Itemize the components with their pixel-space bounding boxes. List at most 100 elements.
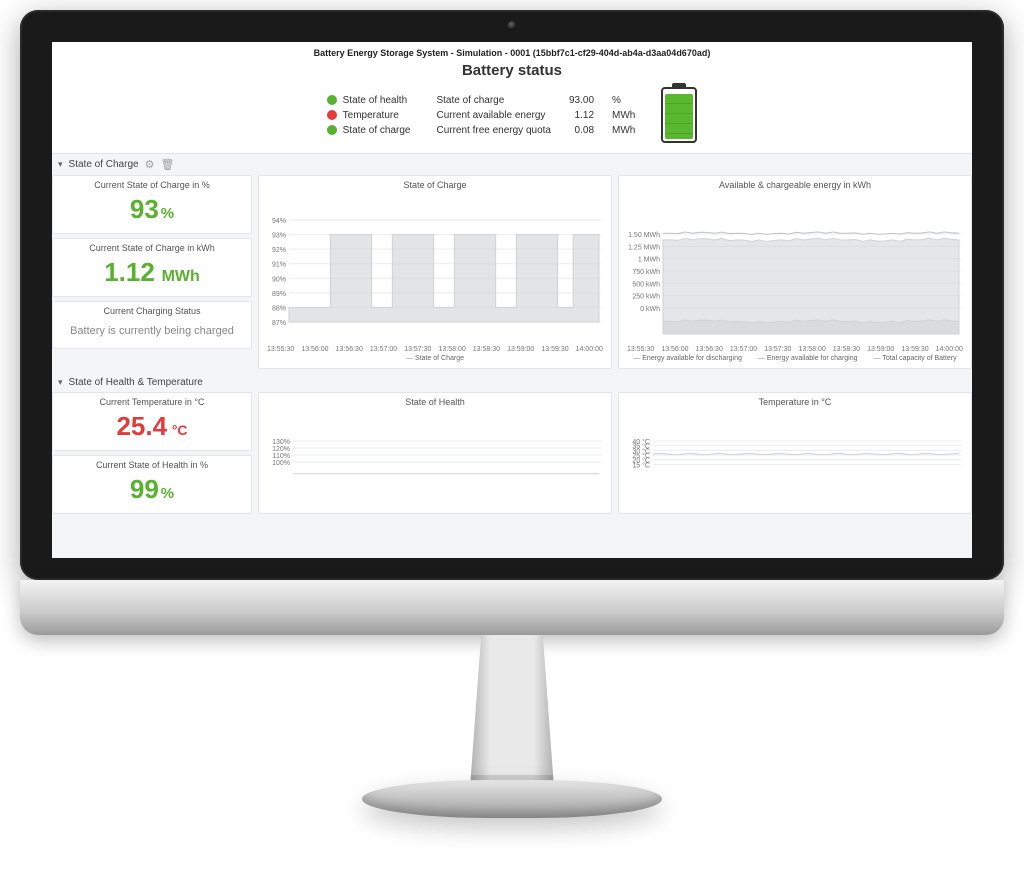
section-header-health[interactable]: ▾ State of Health & Temperature: [52, 373, 972, 392]
panel-soc-kwh: Current State of Charge in kWh 1.12 MWh: [52, 238, 252, 297]
svg-text:89%: 89%: [272, 291, 286, 298]
energy-chart-svg: 0 kWh 250 kWh 500 kWh 750 kWh 1 MWh 1.25 MWh 1…: [625, 196, 965, 346]
system-id-line: Battery Energy Storage System - Simulati…: [62, 48, 962, 58]
monitor-chin: [20, 580, 1004, 635]
svg-text:88%: 88%: [272, 305, 286, 312]
x-axis-ticks: 13:55:3013:56:0013:56:3013:57:0013:57:30…: [265, 346, 605, 353]
svg-text:90%: 90%: [272, 276, 286, 283]
page-title: Battery status: [62, 62, 962, 79]
panel-title: Current Charging Status: [53, 302, 251, 318]
monitor-bezel: Battery Energy Storage System - Simulati…: [20, 10, 1004, 580]
monitor-mockup: Battery Energy Storage System - Simulati…: [0, 0, 1024, 887]
battery-icon: [661, 87, 697, 143]
metric-label: Current free energy quota: [436, 125, 551, 136]
metric-value: 0.08: [569, 125, 594, 136]
status-message: Battery is currently being charged: [53, 318, 251, 348]
status-dot-icon: [327, 110, 337, 120]
panel-title: Current State of Charge in kWh: [53, 239, 251, 255]
panel-soh: Current State of Health in % 99%: [52, 455, 252, 514]
chart-body: 87% 88% 89% 90% 91% 92% 93% 94% 13:55:3013:56:0…: [259, 192, 611, 368]
chevron-down-icon: ▾: [58, 377, 63, 388]
soc-chart-svg: 87% 88% 89% 90% 91% 92% 93% 94%: [265, 196, 605, 346]
chart-legend: Energy available for dischargingEnergy a…: [625, 353, 965, 366]
metrics-grid: State of charge 93.00% Current available e…: [436, 95, 635, 136]
chart-title: State of Charge: [259, 176, 611, 192]
svg-text:100%: 100%: [272, 460, 290, 467]
status-dot-icon: [327, 95, 337, 105]
chart-title: State of Health: [259, 393, 611, 409]
stat-value: 99%: [53, 472, 251, 513]
panel-title: Current State of Charge in %: [53, 176, 251, 192]
panel-temp: Current Temperature in °C 25.4 °C: [52, 392, 252, 451]
panel-soc-chart: State of Charge 87% 88% 89% 90% 91% 92% 93% 94%…: [258, 175, 612, 369]
status-label: State of charge: [343, 125, 411, 136]
svg-text:250 kWh: 250 kWh: [632, 294, 660, 301]
panel-title: Current State of Health in %: [53, 456, 251, 472]
soc-stat-stack: Current State of Charge in % 93% Current…: [52, 175, 252, 369]
svg-text:93%: 93%: [272, 233, 286, 240]
svg-text:500 kWh: 500 kWh: [632, 281, 660, 288]
health-stat-stack: Current Temperature in °C 25.4 °C Curren…: [52, 392, 252, 514]
status-indicator: State of charge: [327, 125, 411, 136]
health-row: Current Temperature in °C 25.4 °C Curren…: [52, 392, 972, 518]
chevron-down-icon: ▾: [58, 159, 63, 170]
panel-title: Current Temperature in °C: [53, 393, 251, 409]
chart-legend: State of Charge: [265, 353, 605, 366]
status-indicator-list: State of health Temperature State of charg…: [327, 95, 411, 136]
metric-value: 93.00: [569, 95, 594, 106]
camera-icon: [508, 21, 517, 30]
monitor-stand-neck: [457, 635, 567, 785]
trash-icon[interactable]: 🗑: [160, 158, 174, 171]
soh-chart-svg: 100%110%120%130%: [265, 413, 605, 497]
status-dot-icon: [327, 125, 337, 135]
chart-body: 15 °C20 °C25 °C30 °C35 °C40 °C: [619, 409, 971, 513]
metric-unit: MWh: [612, 110, 635, 121]
svg-text:130%: 130%: [272, 439, 290, 446]
panel-energy-chart: Available & chargeable energy in kWh 0 k…: [618, 175, 972, 369]
panel-temp-chart: Temperature in °C 15 °C20 °C25 °C30 °C35…: [618, 392, 972, 514]
stat-value: 25.4 °C: [53, 409, 251, 450]
stat-value: 1.12 MWh: [53, 255, 251, 296]
stat-value: 93%: [53, 192, 251, 233]
battery-fill: [665, 94, 693, 139]
metric-unit: MWh: [612, 125, 635, 136]
metric-label: State of charge: [436, 95, 551, 106]
svg-text:110%: 110%: [273, 453, 290, 460]
chart-body: 100%110%120%130%: [259, 409, 611, 513]
svg-text:1.50 MWh: 1.50 MWh: [628, 232, 660, 239]
svg-text:750 kWh: 750 kWh: [632, 269, 660, 276]
panel-charging-status: Current Charging Status Battery is curre…: [52, 301, 252, 349]
svg-text:92%: 92%: [272, 247, 286, 254]
status-label: State of health: [343, 95, 408, 106]
status-label: Temperature: [343, 110, 399, 121]
chart-title: Temperature in °C: [619, 393, 971, 409]
svg-text:40 °C: 40 °C: [632, 438, 650, 446]
svg-text:0 kWh: 0 kWh: [640, 306, 660, 313]
summary-row: State of health Temperature State of charg…: [62, 87, 962, 143]
status-indicator: Temperature: [327, 110, 411, 121]
svg-text:1 MWh: 1 MWh: [638, 257, 660, 264]
svg-text:87%: 87%: [272, 320, 286, 327]
section-title: State of Charge: [69, 159, 139, 170]
x-axis-ticks: 13:55:3013:56:0013:56:3013:57:0013:57:30…: [625, 346, 965, 353]
monitor-stand-base: [362, 780, 662, 818]
metric-label: Current available energy: [436, 110, 551, 121]
metric-value: 1.12: [569, 110, 594, 121]
section-header-soc[interactable]: ▾ State of Charge ⚙ 🗑: [52, 154, 972, 175]
temp-chart-svg: 15 °C20 °C25 °C30 °C35 °C40 °C: [625, 413, 965, 497]
svg-text:1.25 MWh: 1.25 MWh: [628, 244, 660, 251]
chart-title: Available & chargeable energy in kWh: [619, 176, 971, 192]
gear-icon[interactable]: ⚙: [145, 158, 155, 171]
panel-soh-chart: State of Health 100%110%120%130%: [258, 392, 612, 514]
soc-row: Current State of Charge in % 93% Current…: [52, 175, 972, 373]
chart-body: 0 kWh 250 kWh 500 kWh 750 kWh 1 MWh 1.25 MWh 1…: [619, 192, 971, 368]
svg-text:94%: 94%: [272, 218, 286, 225]
panel-soc-pct: Current State of Charge in % 93%: [52, 175, 252, 234]
section-title: State of Health & Temperature: [69, 377, 203, 388]
svg-text:120%: 120%: [272, 446, 290, 453]
metric-unit: %: [612, 95, 635, 106]
status-indicator: State of health: [327, 95, 411, 106]
header-panel: Battery Energy Storage System - Simulati…: [52, 42, 972, 154]
dashboard-screen: Battery Energy Storage System - Simulati…: [52, 42, 972, 558]
svg-text:91%: 91%: [272, 262, 286, 269]
